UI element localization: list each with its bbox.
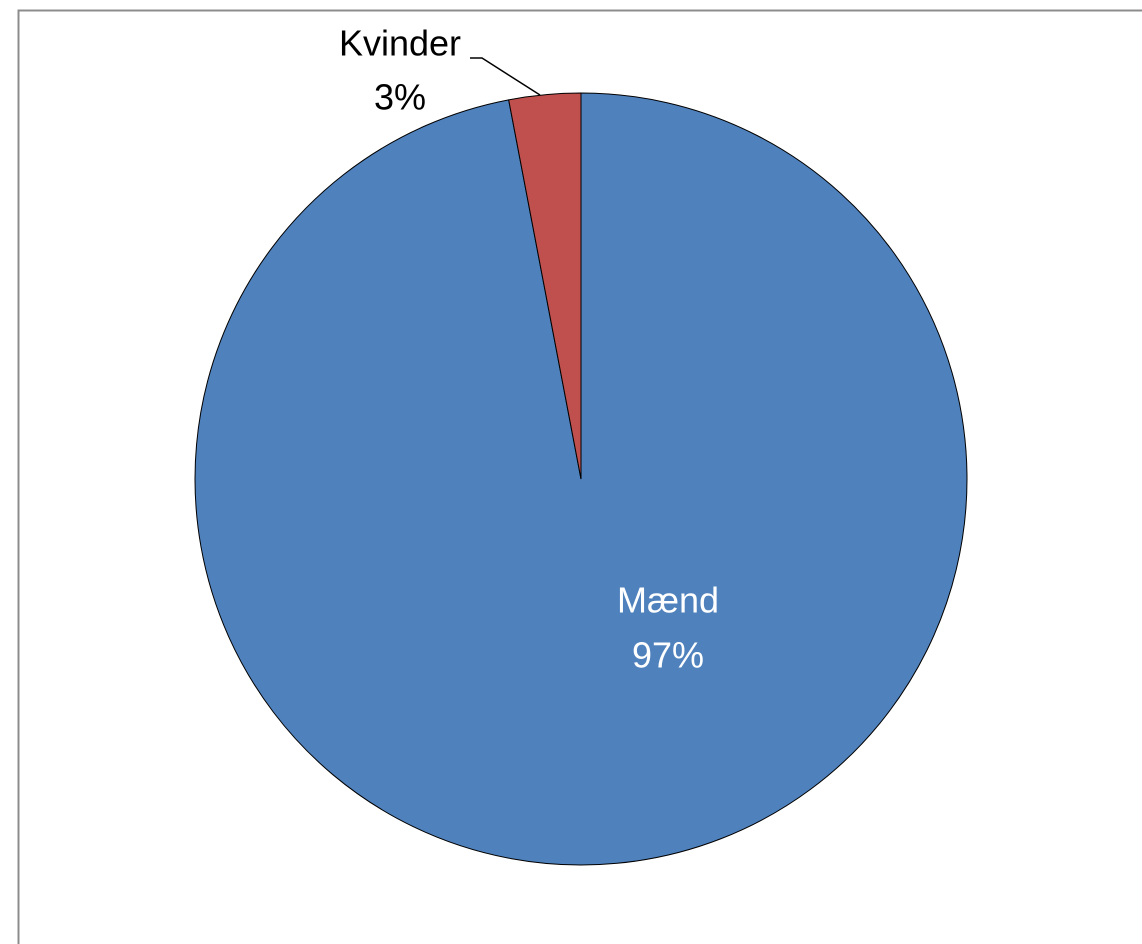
pie — [194, 92, 968, 866]
slice-value-label: 3% — [374, 77, 426, 118]
pie-slice — [508, 92, 582, 480]
slice-value-label: 97% — [632, 635, 704, 676]
slice-label: Mænd — [617, 580, 719, 621]
slice-label: Kvinder — [339, 23, 461, 64]
leader-line — [470, 57, 541, 96]
